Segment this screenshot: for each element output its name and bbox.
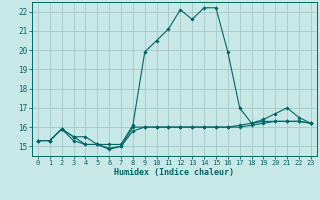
X-axis label: Humidex (Indice chaleur): Humidex (Indice chaleur): [115, 168, 234, 177]
